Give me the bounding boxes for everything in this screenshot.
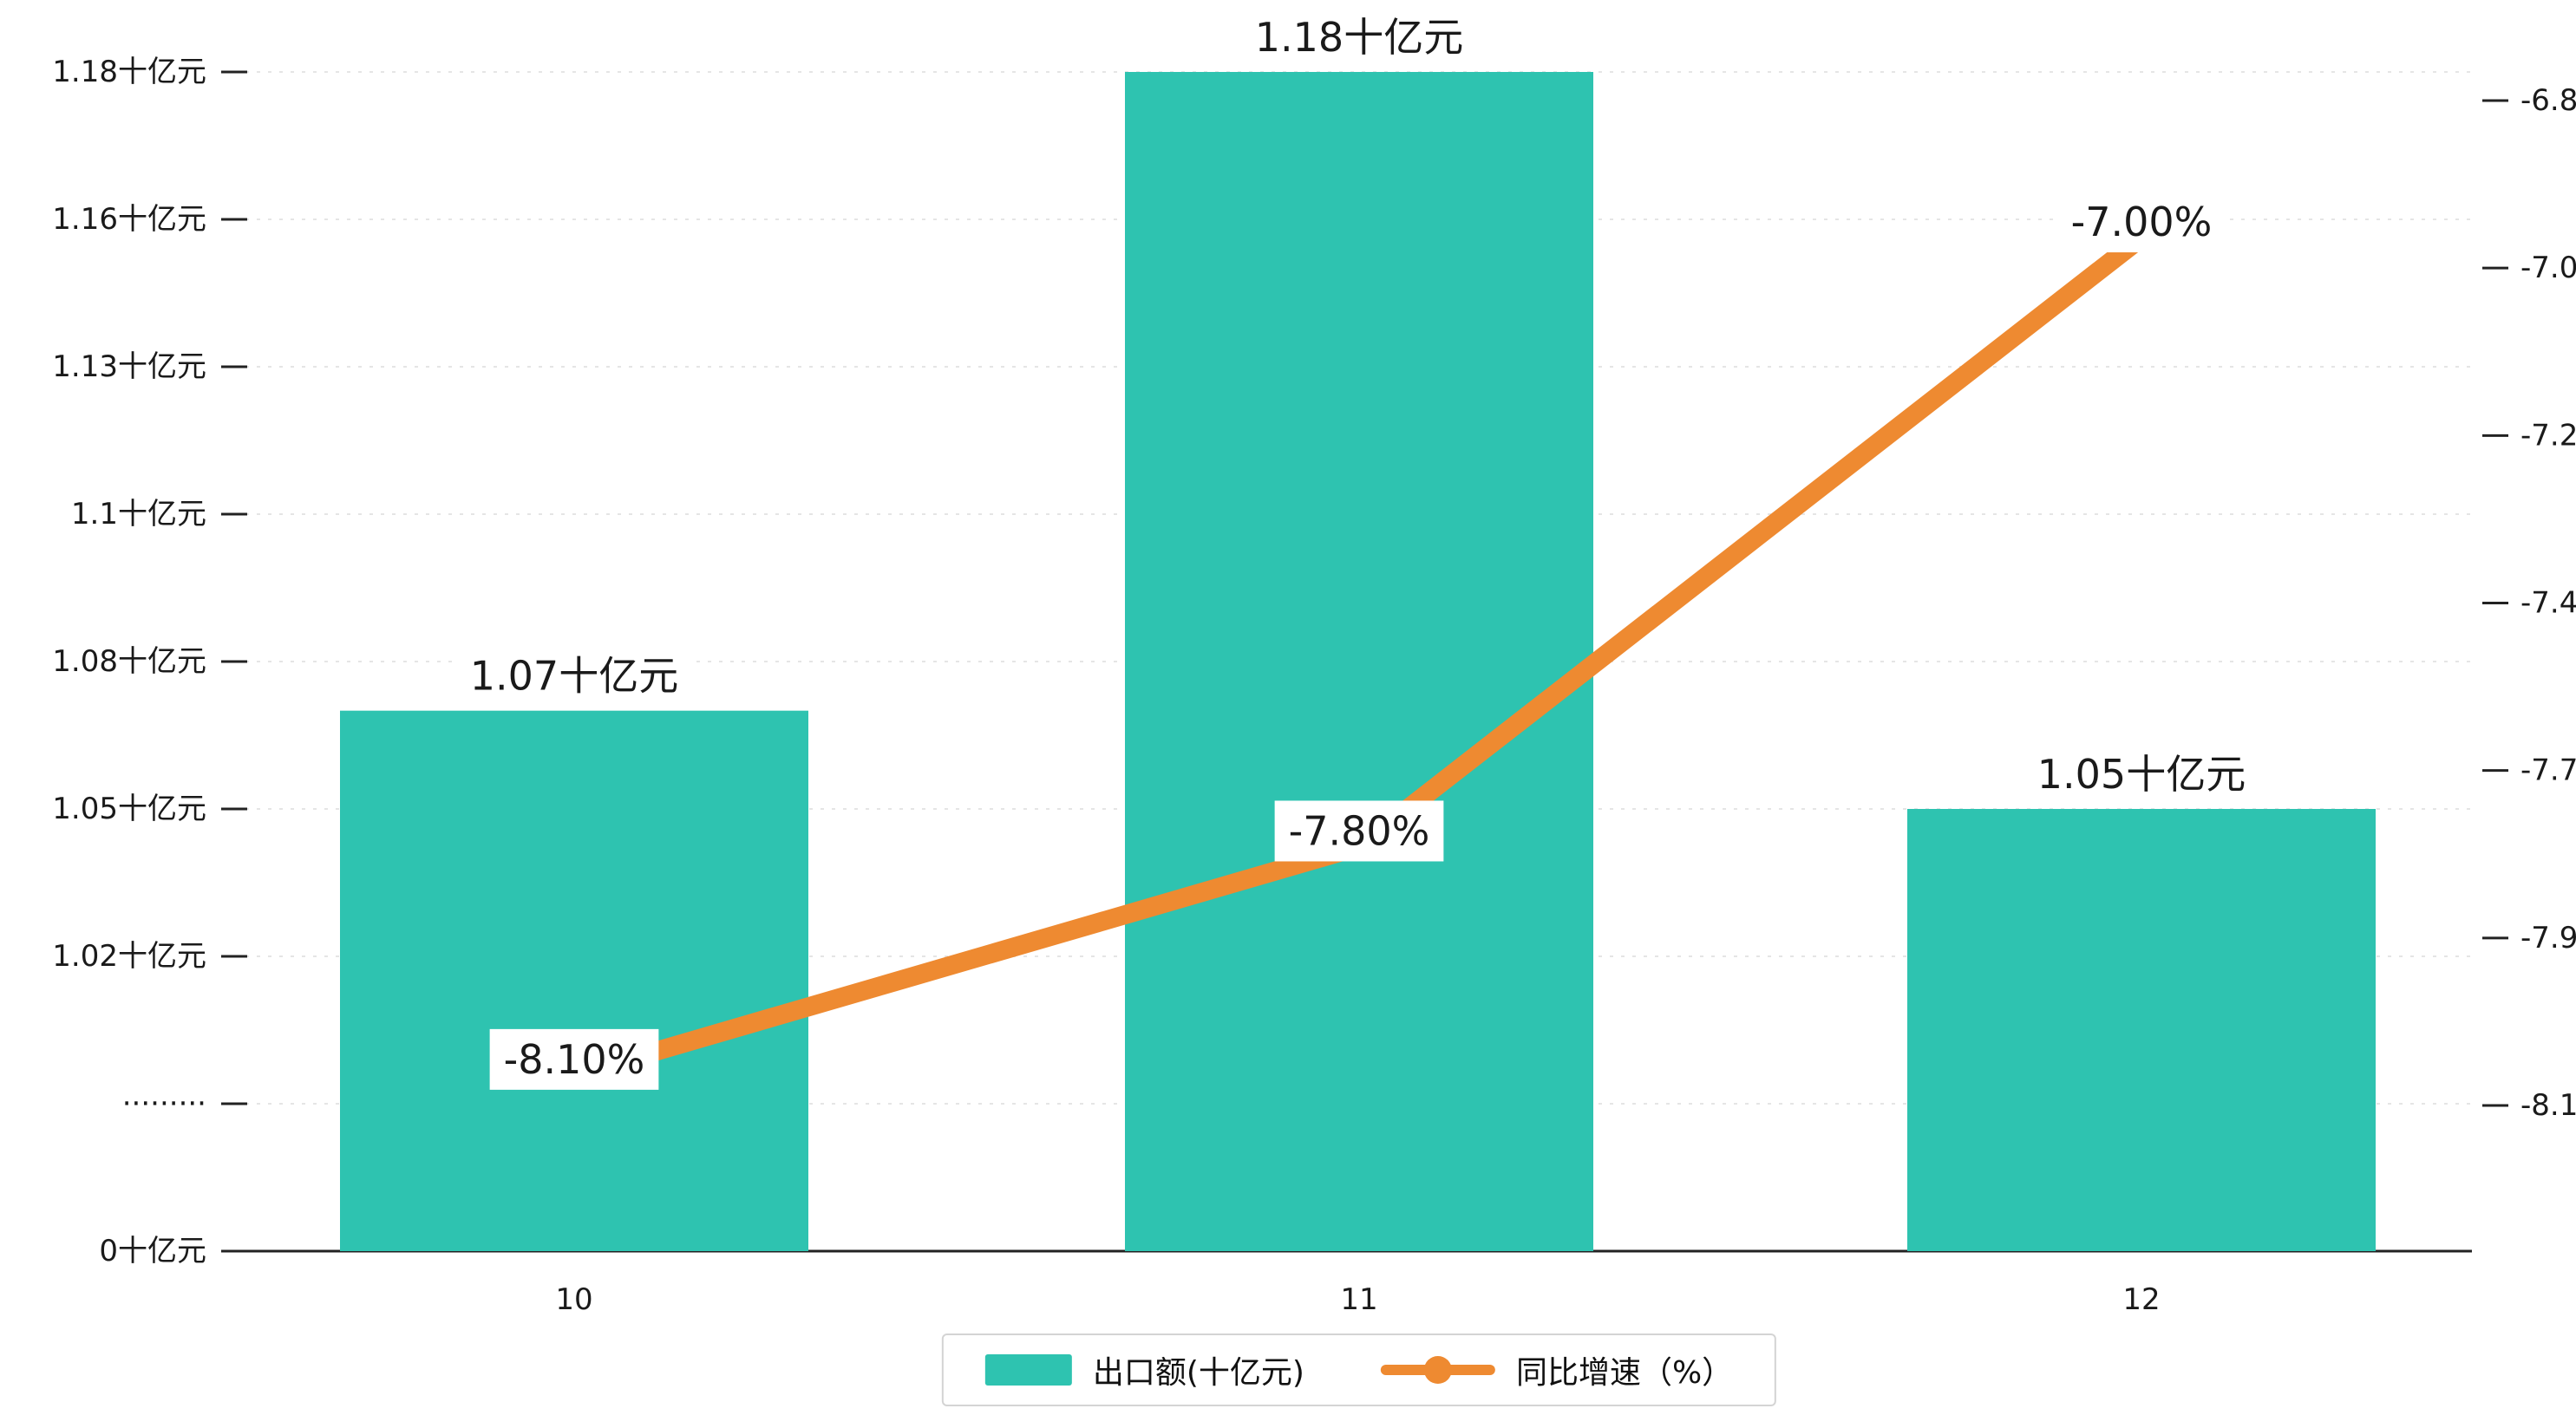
growth-value-label-12-text: -7.00% [2071, 199, 2213, 245]
legend-label-exports: 出口额(十亿元) [1092, 1355, 1304, 1391]
right-axis-tick-label: -7.70 [2520, 753, 2576, 788]
bar-value-label-12: 1.05十亿元 [2023, 744, 2260, 805]
legend-item-growth[interactable]: 同比增速（%） [1380, 1347, 1734, 1392]
x-axis-label-12: 12 [2122, 1282, 2160, 1317]
bar-month-11[interactable] [1125, 72, 1593, 1251]
right-axis-tick-label: -7.92 [2520, 921, 2576, 955]
left-axis-break-marker: ········· [122, 1086, 206, 1121]
left-axis-tick-label: 1.13十亿元 [52, 349, 206, 384]
growth-value-label-10-bg [489, 1028, 659, 1090]
right-axis-tick-label: -7.04 [2520, 251, 2576, 285]
left-axis-tick-label: 1.08十亿元 [52, 644, 206, 679]
bar-value-label-11: 1.18十亿元 [1240, 7, 1478, 68]
growth-value-label-10: -8.10% [489, 1028, 659, 1090]
left-axis-tick-label: 1.18十亿元 [52, 55, 206, 89]
bar-value-label-10: 1.07十亿元 [455, 645, 693, 707]
right-axis-tick-label: -7.26 [2520, 418, 2576, 453]
growth-value-label-10-text: -8.10% [504, 1036, 645, 1083]
bar-month-10[interactable] [340, 710, 808, 1251]
bar-series-swatch [984, 1354, 1072, 1386]
growth-value-label-12-bg [2056, 192, 2226, 253]
left-axis-tick-label: 1.1十亿元 [71, 497, 206, 531]
left-axis-tick-label: 1.02十亿元 [52, 939, 206, 974]
growth-value-label-11: -7.80% [1274, 800, 1444, 862]
left-axis-tick-label: 1.16十亿元 [52, 202, 206, 237]
x-axis-label-10: 10 [555, 1282, 592, 1317]
line-series-marker [1380, 1356, 1495, 1384]
growth-value-label-12: -7.00% [2056, 192, 2226, 253]
bar-value-label-12-bg [2023, 744, 2260, 805]
left-axis-tick-label: 1.05十亿元 [52, 792, 206, 826]
legend: 出口额(十亿元) 同比增速（%） [941, 1333, 1777, 1406]
right-axis-tick-label: -8.14 [2520, 1088, 2576, 1123]
growth-value-label-11-text: -7.80% [1289, 807, 1430, 854]
bar-value-label-12-text: 1.05十亿元 [2037, 751, 2246, 798]
bar-value-label-10-text: 1.07十亿元 [470, 653, 678, 700]
left-axis-tick-label: 0十亿元 [99, 1234, 206, 1268]
legend-item-exports[interactable]: 出口额(十亿元) [984, 1347, 1304, 1392]
line-series-marker-dot [1423, 1356, 1452, 1384]
growth-value-label-11-bg [1274, 800, 1444, 862]
bar-value-label-11-bg [1240, 7, 1478, 68]
bar-value-label-11-text: 1.18十亿元 [1255, 14, 1463, 61]
x-axis-label-11: 11 [1340, 1282, 1377, 1317]
legend-label-growth: 同比增速（%） [1515, 1355, 1734, 1391]
right-axis-tick-label: -7.48 [2520, 586, 2576, 621]
bar-month-12[interactable] [1907, 809, 2376, 1251]
right-axis-tick-label: -6.82 [2520, 83, 2576, 118]
bar-value-label-10-bg [455, 645, 693, 707]
